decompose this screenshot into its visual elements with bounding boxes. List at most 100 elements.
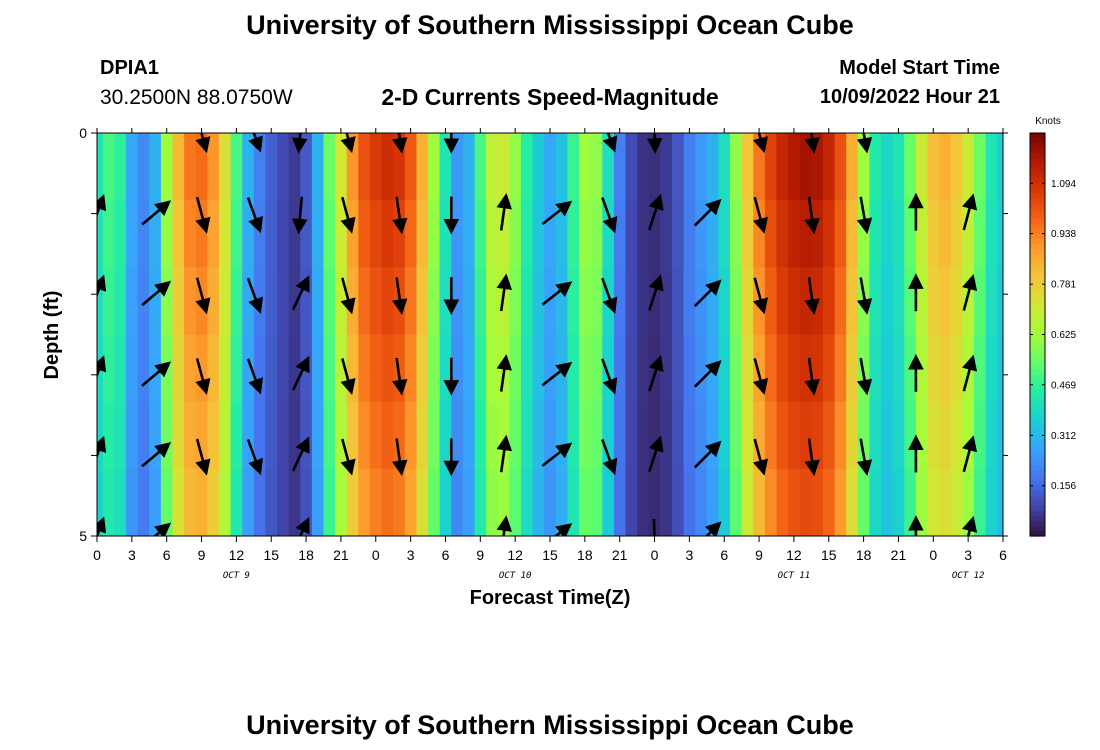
heatmap-cell — [172, 334, 185, 403]
heatmap-cell — [428, 334, 441, 403]
heatmap-cell — [788, 401, 801, 470]
heatmap-cell — [428, 468, 441, 536]
heatmap-cell — [567, 200, 580, 268]
current-vector — [97, 516, 107, 536]
current-vector — [856, 196, 873, 235]
colorbar-tick-label: 0.469 — [1051, 380, 1076, 391]
heatmap-cell — [590, 133, 603, 201]
current-vector — [962, 435, 978, 473]
heatmap-cell — [149, 267, 162, 336]
heatmap-cell — [671, 401, 685, 470]
heatmap-cell — [358, 200, 371, 268]
heatmap-cell — [695, 334, 708, 403]
current-vector — [541, 442, 573, 467]
heatmap-cell — [323, 468, 336, 536]
heatmap-cell — [520, 401, 534, 470]
heatmap-cell — [590, 267, 603, 336]
heatmap-cell — [114, 334, 127, 403]
heatmap-cell — [915, 334, 929, 403]
heatmap-cell — [648, 468, 661, 536]
heatmap-cell — [730, 267, 743, 336]
heatmap-cell — [311, 133, 325, 201]
heatmap-cell — [602, 267, 615, 336]
heatmap-cell — [660, 267, 673, 336]
heatmap-cell — [300, 200, 313, 268]
colorbar-swatch — [1030, 420, 1045, 426]
heatmap-cell — [834, 133, 847, 201]
colorbar-swatch — [1030, 405, 1045, 411]
heatmap-cell — [997, 133, 1003, 201]
heatmap-cell — [915, 401, 929, 470]
colorbar-swatch — [1030, 173, 1045, 179]
heatmap-cell — [764, 133, 778, 201]
colorbar-swatch — [1030, 294, 1045, 300]
heatmap-cell — [590, 200, 603, 268]
heatmap-cell — [695, 468, 708, 536]
heatmap-cell — [416, 401, 429, 470]
heatmap-cell — [927, 401, 940, 470]
y-axis-title: Depth (ft) — [41, 291, 63, 380]
colorbar-swatch — [1030, 304, 1045, 310]
heatmap-cell — [834, 200, 847, 268]
heatmap-cell — [474, 267, 487, 336]
x-tick-label: 0 — [93, 547, 101, 563]
heatmap-cell — [393, 401, 406, 470]
heatmap-cell — [660, 200, 673, 268]
colorbar-swatch — [1030, 470, 1045, 477]
heatmap-cell — [695, 133, 708, 201]
colorbar-swatch — [1030, 228, 1045, 235]
colorbar-swatch — [1030, 309, 1045, 315]
current-vector — [295, 517, 310, 536]
current-vector — [804, 357, 820, 396]
current-vector — [195, 196, 211, 234]
current-vector — [804, 196, 820, 235]
current-vector — [195, 438, 211, 476]
heatmap-cell — [102, 267, 116, 336]
heatmap-cell — [137, 334, 150, 403]
colorbar-swatch — [1030, 480, 1045, 487]
heatmap-cell — [846, 200, 859, 268]
heatmap-cell — [962, 133, 975, 201]
current-vector — [648, 274, 664, 311]
heatmap-cell — [114, 200, 127, 268]
heatmap-cell — [892, 133, 905, 201]
heatmap-cell — [462, 334, 476, 403]
heatmap-cell — [416, 267, 429, 336]
heatmap-cell — [741, 200, 754, 268]
footer-title: University of Southern Mississippi Ocean… — [246, 710, 854, 740]
heatmap-cell — [404, 468, 418, 536]
heatmap-cell — [404, 267, 418, 336]
heatmap-cell — [904, 133, 917, 201]
heatmap-cell — [555, 133, 569, 201]
heatmap-cell — [509, 267, 522, 336]
heatmap-cell — [846, 267, 859, 336]
date-label: OCT 9 — [223, 571, 250, 581]
heatmap-cell — [776, 267, 789, 336]
heatmap-cell — [602, 401, 615, 470]
heatmap-cell — [753, 401, 766, 470]
heatmap-cell — [393, 468, 406, 536]
heatmap-cell — [881, 401, 894, 470]
heatmap-cell — [625, 401, 638, 470]
heatmap-cell — [97, 267, 104, 336]
x-tick-label: 12 — [507, 547, 523, 563]
current-vector — [804, 277, 820, 315]
heatmap-cell — [253, 401, 267, 470]
colorbar-swatch — [1030, 238, 1045, 245]
heatmap-cell — [764, 401, 778, 470]
heatmap-cell — [126, 267, 139, 336]
heatmap-cell — [218, 401, 232, 470]
heatmap-cell — [741, 334, 754, 403]
heatmap-cell — [846, 133, 859, 201]
current-vector — [141, 441, 172, 468]
heatmap-cell — [358, 468, 371, 536]
heatmap-cell — [544, 267, 557, 336]
heatmap-cell — [730, 401, 743, 470]
model-start-label: Model Start Time — [839, 57, 1000, 79]
heatmap-cell — [637, 468, 650, 536]
heatmap-cell — [126, 334, 139, 403]
heatmap-cell — [207, 133, 220, 201]
heatmap-cell — [660, 401, 673, 470]
current-vector — [292, 133, 308, 154]
heatmap-cell — [846, 468, 859, 536]
